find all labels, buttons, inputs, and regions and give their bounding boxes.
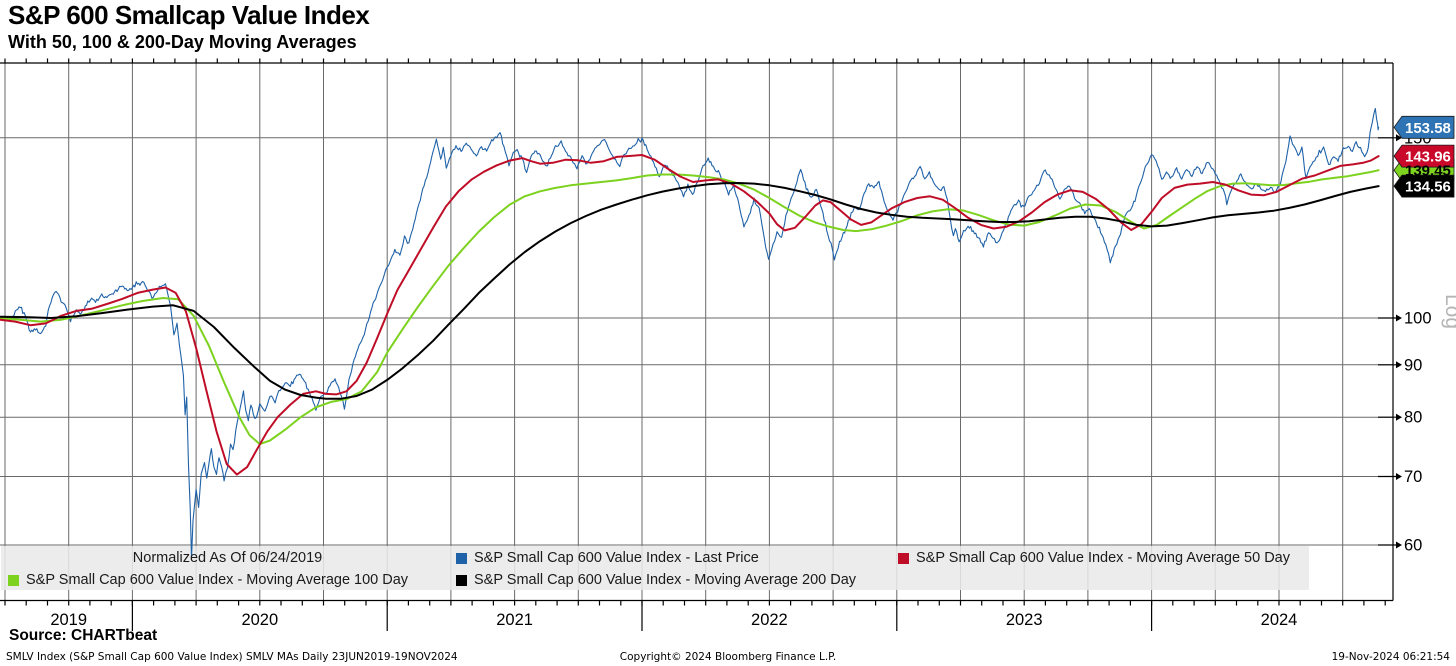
svg-text:153.58: 153.58 [1405,120,1451,137]
svg-text:2023: 2023 [1006,611,1043,629]
price-flag-153.58 [1393,115,1455,139]
svg-text:80: 80 [1404,409,1422,427]
ma100-swatch-icon [8,574,19,586]
svg-text:70: 70 [1404,468,1422,486]
chart-subtitle: With 50, 100 & 200-Day Moving Averages [8,32,357,52]
horizontal-gridlines [0,137,1393,546]
source-line: Source: CHARTbeat [9,627,158,644]
legend-background [1,546,1309,590]
ma200-series-line [0,182,1380,400]
legend-item-last-price: S&P Small Cap 600 Value Index - Last Pri… [456,547,759,569]
chart-canvas: 20192020202120222023202415010090807060Lo… [0,58,1456,631]
svg-text:90: 90 [1404,356,1422,374]
last-price-swatch-icon [456,552,467,564]
ma50-series-line [0,154,1380,476]
footer-ticker-info: SMLV Index (S&P Small Cap 600 Value Inde… [6,651,458,663]
svg-text:134.56: 134.56 [1405,179,1451,196]
chart-title: S&P 600 Smallcap Value Index [8,0,370,30]
legend-item-ma200: S&P Small Cap 600 Value Index - Moving A… [456,569,856,591]
svg-text:60: 60 [1404,537,1422,555]
footer-timestamp: 19-Nov-2024 06:21:54 [1331,651,1450,663]
svg-text:100: 100 [1404,310,1432,328]
legend-item-ma50: S&P Small Cap 600 Value Index - Moving A… [898,547,1290,569]
footer-copyright: Copyright© 2024 Bloomberg Finance L.P. [619,651,837,663]
x-axis-year-labels: 2019 2020 2021 2022 2023 2024 [50,611,1297,629]
svg-text:2021: 2021 [496,611,533,629]
legend-item-ma100: S&P Small Cap 600 Value Index - Moving A… [8,569,408,591]
price-flag-143.96 [1393,144,1455,168]
svg-text:2024: 2024 [1261,611,1298,629]
svg-text:2019: 2019 [50,611,87,629]
vertical-gridlines [4,63,1344,601]
ma100-series-line [0,169,1380,446]
log-scale-label: Log [1441,294,1456,329]
ma200-swatch-icon [456,574,467,586]
legend-normalized-note: Normalized As Of 06/24/2019 [132,550,323,566]
ma50-swatch-icon [898,552,909,564]
svg-text:2022: 2022 [751,611,788,629]
svg-text:139.45: 139.45 [1405,163,1451,180]
price-flag-134.56 [1393,174,1455,198]
svg-text:2020: 2020 [241,611,278,629]
axes [0,58,1394,631]
svg-text:143.96: 143.96 [1405,149,1451,166]
